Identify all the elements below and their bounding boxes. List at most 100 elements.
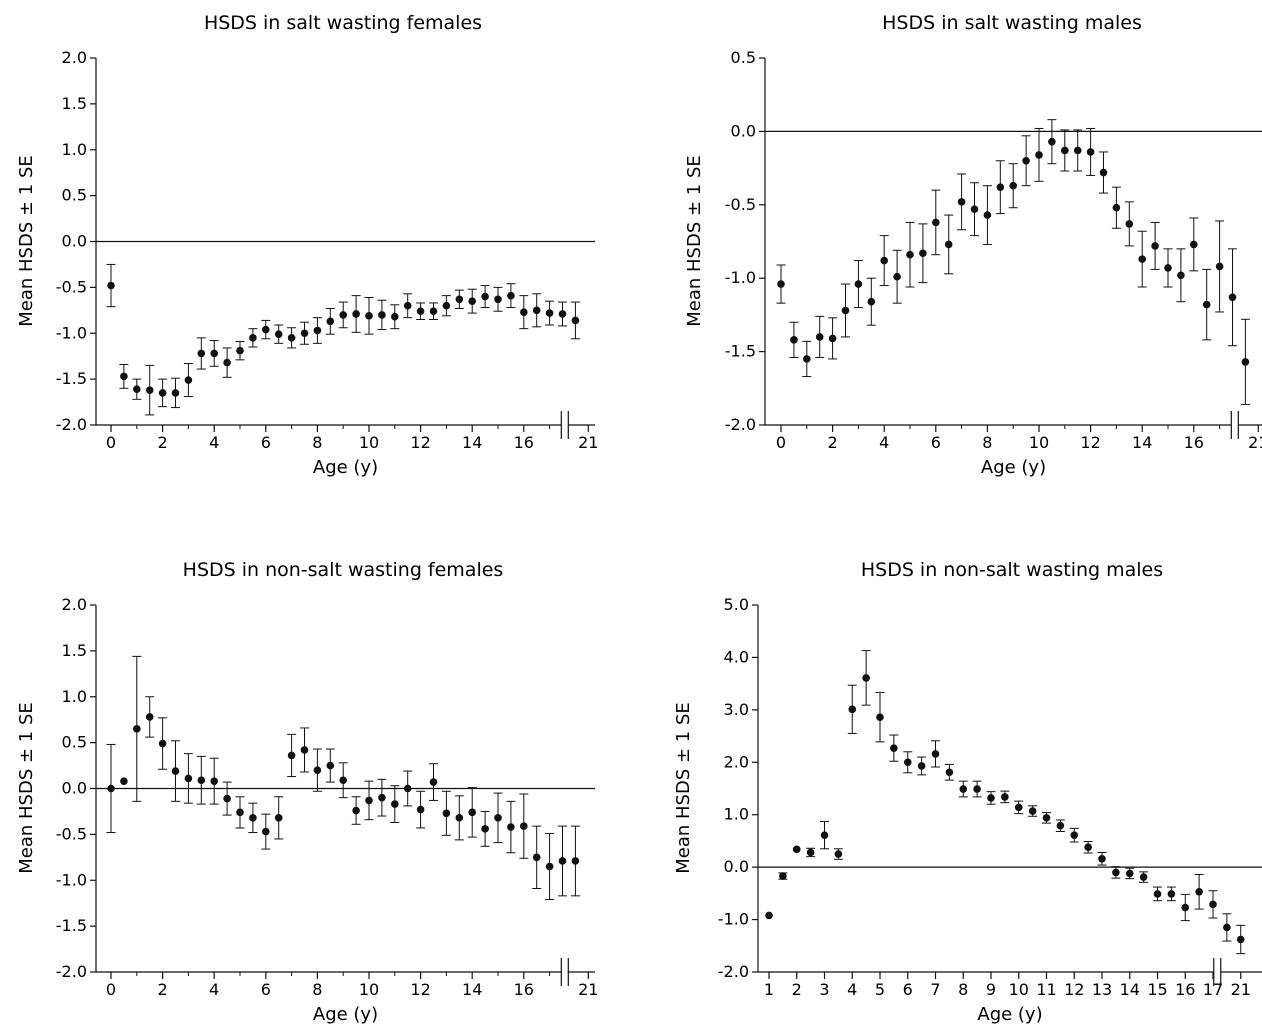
x-tick-label: 16 (1175, 980, 1195, 999)
x-tick-label: 5 (875, 980, 885, 999)
x-tick-label: 1 (764, 980, 774, 999)
y-tick-label: 0.0 (62, 232, 87, 251)
data-point (365, 796, 373, 805)
data-point (262, 325, 270, 334)
data-point (779, 872, 787, 880)
data-point (1061, 146, 1069, 155)
y-axis-label: Mean HSDS ± 1 SE (16, 155, 37, 327)
data-point (1028, 807, 1037, 815)
data-point (848, 705, 857, 714)
data-point (481, 292, 489, 301)
data-point (313, 326, 322, 335)
x-tick-label: 0 (106, 980, 116, 999)
data-point (481, 825, 489, 833)
data-point (777, 280, 785, 288)
x-tick-label: 16 (514, 433, 534, 452)
y-tick-label: 1.0 (62, 140, 87, 159)
data-point (532, 853, 541, 862)
x-tick-label: 15 (1147, 980, 1167, 999)
data-point (442, 301, 451, 310)
data-point (571, 316, 580, 325)
data-point (1202, 300, 1211, 309)
y-tick-label: -1.5 (725, 342, 756, 361)
data-point (145, 386, 154, 394)
x-tick-label: 10 (359, 980, 379, 999)
chart-title: HSDS in salt wasting females (204, 12, 482, 34)
data-point (893, 272, 901, 281)
data-point (1056, 821, 1065, 830)
x-tick-label: 0 (106, 433, 116, 452)
y-tick-label: 3.0 (724, 700, 749, 719)
data-point (120, 777, 128, 785)
data-point (806, 848, 815, 857)
y-tick-label: 0.0 (731, 121, 756, 140)
y-tick-label: 2.0 (62, 595, 87, 614)
x-tick-label: 14 (1132, 433, 1152, 452)
x-tick-label: 16 (1184, 433, 1204, 452)
data-point (1112, 868, 1120, 877)
data-point (197, 776, 206, 785)
data-point (184, 376, 193, 384)
y-tick-label: -1.5 (56, 916, 87, 935)
data-point (403, 784, 412, 793)
x-tick-label: 8 (312, 433, 322, 452)
x-tick-label: 2 (158, 980, 168, 999)
y-tick-label: -2.0 (725, 415, 756, 434)
data-point (326, 317, 335, 326)
chart-panel-4: HSDS in non-salt wasting males 5.0 4.0 3.0 2… (673, 559, 1262, 1025)
data-point (352, 806, 360, 815)
data-point (120, 372, 128, 381)
x-tick-label: 8 (958, 980, 968, 999)
data-point (507, 291, 515, 300)
data-point (429, 307, 438, 316)
data-point (1236, 935, 1245, 944)
data-point (1001, 793, 1009, 801)
data-point (300, 329, 309, 338)
data-point (403, 301, 412, 310)
data-point (792, 845, 801, 854)
data-point (890, 744, 898, 752)
x-axis-label: Age (y) (313, 457, 378, 478)
data-point (249, 334, 257, 342)
y-tick-label: 2.0 (62, 48, 87, 67)
data-point (507, 823, 515, 831)
data-point (867, 297, 876, 306)
data-point (765, 911, 773, 920)
data-point (133, 385, 141, 394)
x-tick-label: 6 (931, 433, 941, 452)
data-point (1223, 923, 1231, 932)
data-point (558, 857, 567, 865)
data-point (313, 766, 322, 774)
data-point (223, 794, 231, 803)
data-point (442, 809, 451, 818)
x-tick-label: 17 (1203, 980, 1223, 999)
x-tick-label: 12 (410, 433, 430, 452)
data-point (416, 805, 425, 814)
data-point (959, 785, 968, 793)
chart-panel-3: HSDS in non-salt wasting females 2.0 1.5 1.… (16, 559, 598, 1025)
data-point (378, 311, 386, 319)
y-tick-label: -1.0 (725, 268, 756, 287)
data-point (1125, 869, 1134, 878)
data-point (932, 218, 940, 227)
data-point (854, 280, 863, 288)
data-point (1009, 181, 1017, 190)
data-point (1070, 831, 1079, 839)
data-point (365, 312, 373, 320)
x-tick-label: 10 (359, 433, 379, 452)
x-tick-label: 2 (828, 433, 838, 452)
data-point (1098, 854, 1106, 863)
x-tick-label: 6 (261, 980, 271, 999)
data-point (236, 346, 244, 355)
data-point (931, 750, 940, 758)
y-tick-label: -1.0 (718, 910, 749, 929)
data-point (352, 310, 360, 318)
data-point (1084, 843, 1092, 852)
data-point (468, 808, 477, 817)
data-point (520, 822, 528, 830)
y-tick-label: 0.5 (731, 48, 756, 67)
x-tick-label: 8 (312, 980, 322, 999)
data-point (973, 785, 981, 793)
data-point (1125, 220, 1134, 228)
chart-panel-2: HSDS in salt wasting males 0.5 0.0 -0.5 -1.0… (684, 12, 1262, 478)
